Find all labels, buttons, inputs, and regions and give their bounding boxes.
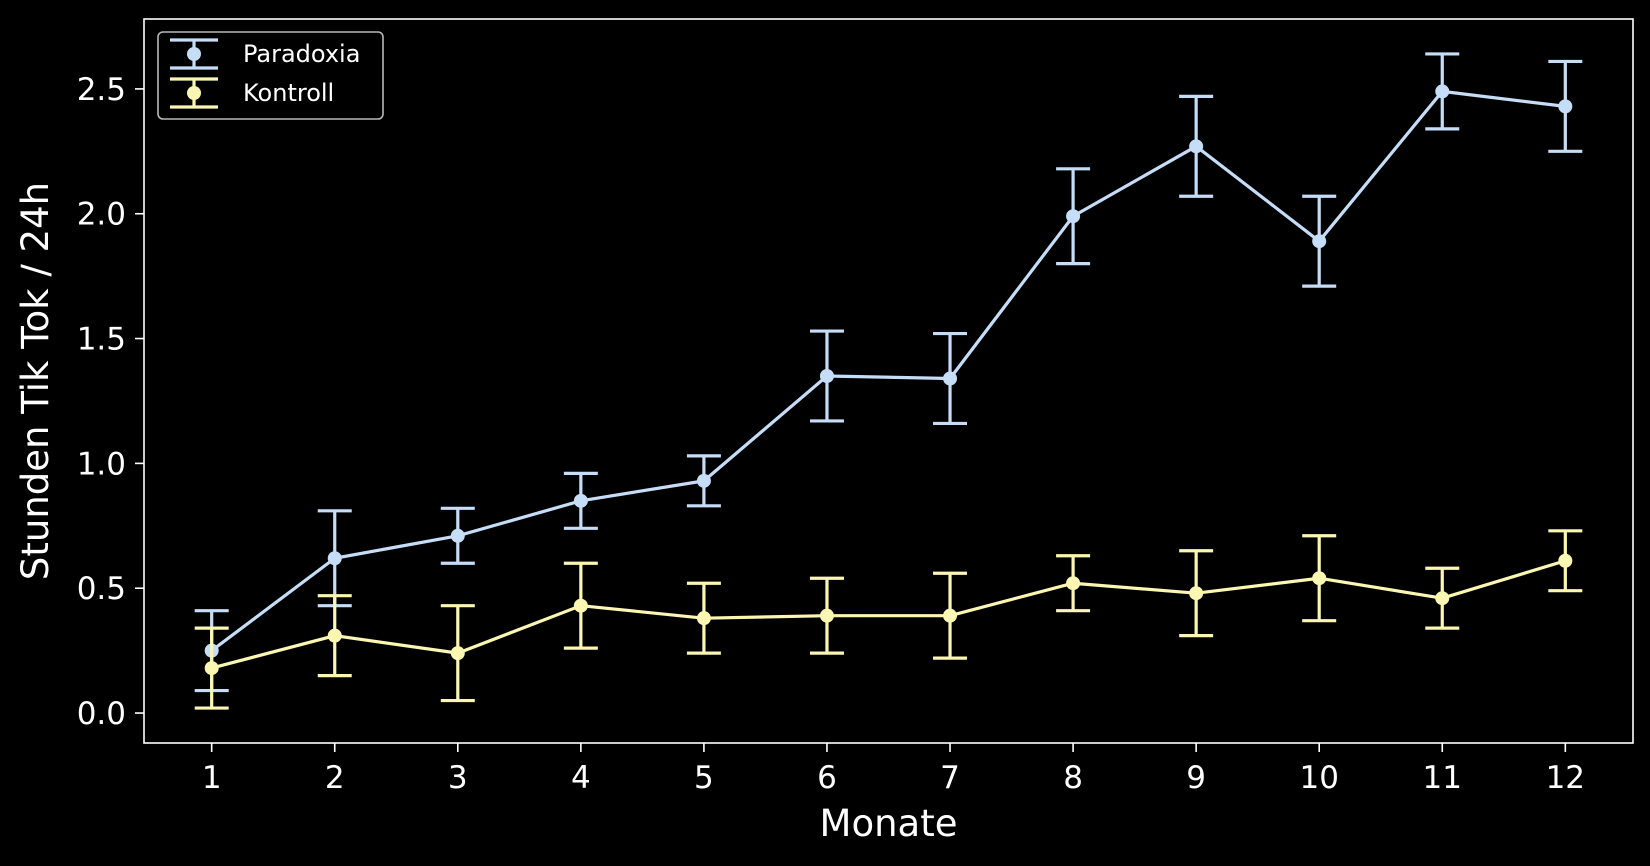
data-point xyxy=(204,661,219,676)
x-axis-label: Monate xyxy=(820,802,958,845)
legend: Paradoxia Kontroll xyxy=(157,31,384,120)
x-tick-label: 11 xyxy=(1423,760,1462,796)
data-point xyxy=(1312,571,1327,586)
data-point xyxy=(1066,576,1081,591)
data-point xyxy=(1189,139,1204,154)
series-paradoxia xyxy=(194,52,1583,693)
data-point xyxy=(819,608,834,623)
x-tick-label: 10 xyxy=(1299,760,1338,796)
y-tick-label: 2.5 xyxy=(77,72,126,108)
data-point xyxy=(1066,209,1081,224)
legend-marker xyxy=(187,86,201,100)
data-point xyxy=(1435,591,1450,606)
data-point xyxy=(1435,84,1450,99)
y-tick-label: 2.0 xyxy=(77,197,126,233)
data-point xyxy=(1312,234,1327,249)
axes: 1 2 3 4 5 6 7 8 9 10 11 120.00.51.01.52.02.5 xyxy=(77,72,1585,796)
legend-box xyxy=(157,31,384,120)
y-tick-label: 0.5 xyxy=(77,571,126,607)
data-point xyxy=(573,598,588,613)
x-tick-label: 4 xyxy=(571,760,591,796)
data-point xyxy=(1189,586,1204,601)
x-tick-label: 8 xyxy=(1063,760,1083,796)
data-point xyxy=(696,473,711,488)
data-point xyxy=(327,628,342,643)
legend-entry: Paradoxia xyxy=(170,38,360,70)
series-kontroll xyxy=(194,529,1583,710)
x-tick-label: 12 xyxy=(1546,760,1585,796)
plot-frame xyxy=(143,18,1634,744)
x-tick-label: 5 xyxy=(694,760,714,796)
x-tick-label: 6 xyxy=(817,760,837,796)
data-point xyxy=(1558,99,1573,114)
x-tick-label: 1 xyxy=(202,760,222,796)
data-point xyxy=(943,608,958,623)
data-point xyxy=(819,369,834,384)
x-tick-label: 7 xyxy=(940,760,960,796)
data-point xyxy=(327,551,342,566)
legend-marker xyxy=(187,47,201,61)
data-point xyxy=(1558,553,1573,568)
plot-area xyxy=(194,52,1583,710)
x-tick-label: 9 xyxy=(1186,760,1206,796)
legend-label: Paradoxia xyxy=(243,40,360,68)
x-tick-label: 2 xyxy=(325,760,345,796)
series-line xyxy=(211,559,1566,670)
y-tick-label: 0.0 xyxy=(77,696,126,732)
data-point xyxy=(450,528,465,543)
legend-entry: Kontroll xyxy=(170,77,334,109)
data-point xyxy=(943,371,958,386)
series-line xyxy=(210,89,1566,652)
y-axis-label: Stunden Tik Tok / 24h xyxy=(14,182,57,580)
x-tick-label: 3 xyxy=(448,760,468,796)
legend-label: Kontroll xyxy=(243,79,334,107)
data-point xyxy=(573,493,588,508)
data-point xyxy=(696,611,711,626)
y-tick-label: 1.0 xyxy=(77,446,126,482)
data-point xyxy=(450,646,465,661)
y-tick-label: 1.5 xyxy=(77,322,126,358)
